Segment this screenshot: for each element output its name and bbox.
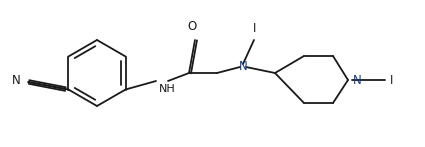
Text: I: I: [390, 75, 394, 87]
Text: NH: NH: [159, 84, 176, 94]
Text: N: N: [353, 74, 362, 86]
Text: O: O: [187, 20, 197, 33]
Text: N: N: [238, 61, 247, 74]
Text: N: N: [12, 75, 21, 87]
Text: I: I: [253, 22, 257, 35]
